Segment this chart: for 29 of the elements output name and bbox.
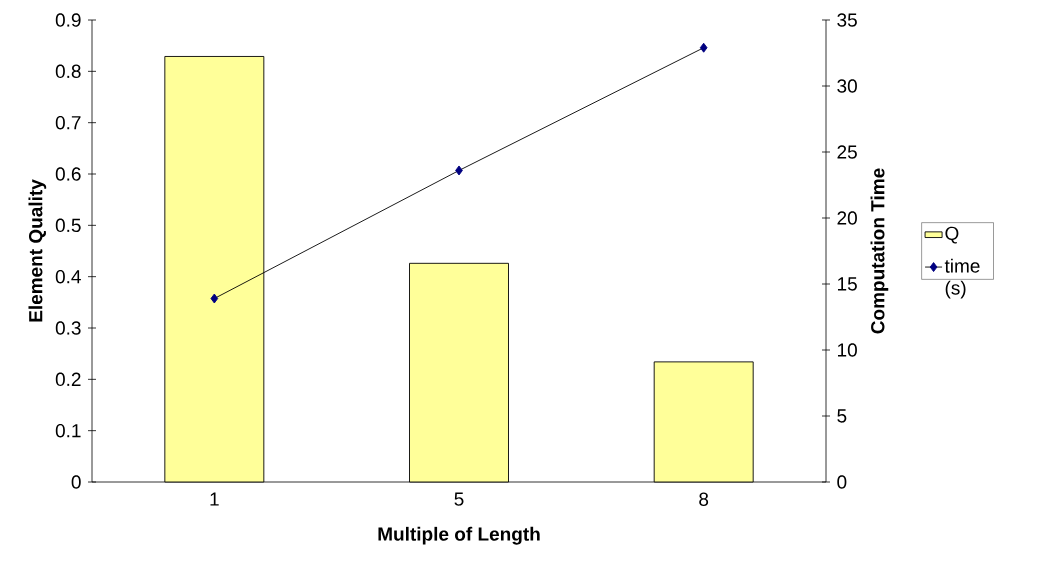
y2-tick-label: 35 bbox=[837, 13, 857, 27]
y2-tick-label: 5 bbox=[837, 409, 847, 423]
y-tick-label: 0 bbox=[71, 475, 81, 489]
point bbox=[699, 42, 708, 53]
y2-tick-label: 30 bbox=[837, 79, 857, 93]
y-tick-label: 0.9 bbox=[55, 13, 81, 27]
y2-tick-label: 0 bbox=[837, 475, 847, 489]
legend-label: Q bbox=[945, 226, 959, 244]
y-tick-label: 0.8 bbox=[55, 64, 81, 79]
y2-axis-title: Computation Time bbox=[870, 168, 889, 334]
y2-tick-label: 15 bbox=[838, 277, 857, 291]
legend-label: time (s) bbox=[944, 258, 980, 299]
y-tick-label: 0.3 bbox=[55, 321, 81, 335]
x-tick-label: 8 bbox=[699, 492, 709, 506]
y2-tick-label: 25 bbox=[837, 145, 857, 159]
y-tick-label: 0.2 bbox=[55, 372, 81, 387]
x-tick-label: 5 bbox=[454, 492, 464, 506]
y-tick-label: 0.5 bbox=[55, 218, 81, 233]
y-tick-label: 0.6 bbox=[55, 167, 81, 181]
y-tick-label: 0.1 bbox=[55, 423, 81, 438]
y2-tick-label: 20 bbox=[837, 211, 857, 225]
point bbox=[455, 165, 463, 176]
x-axis-title: Multiple of Length bbox=[378, 526, 540, 545]
y-tick-label: 0.4 bbox=[55, 269, 81, 284]
point bbox=[210, 293, 219, 304]
y2-tick-label: 10 bbox=[838, 343, 857, 357]
x-tick-label: 1 bbox=[210, 492, 219, 506]
y-axis-title: Element Quality bbox=[28, 179, 47, 322]
y-tick-label: 0.7 bbox=[55, 115, 81, 130]
